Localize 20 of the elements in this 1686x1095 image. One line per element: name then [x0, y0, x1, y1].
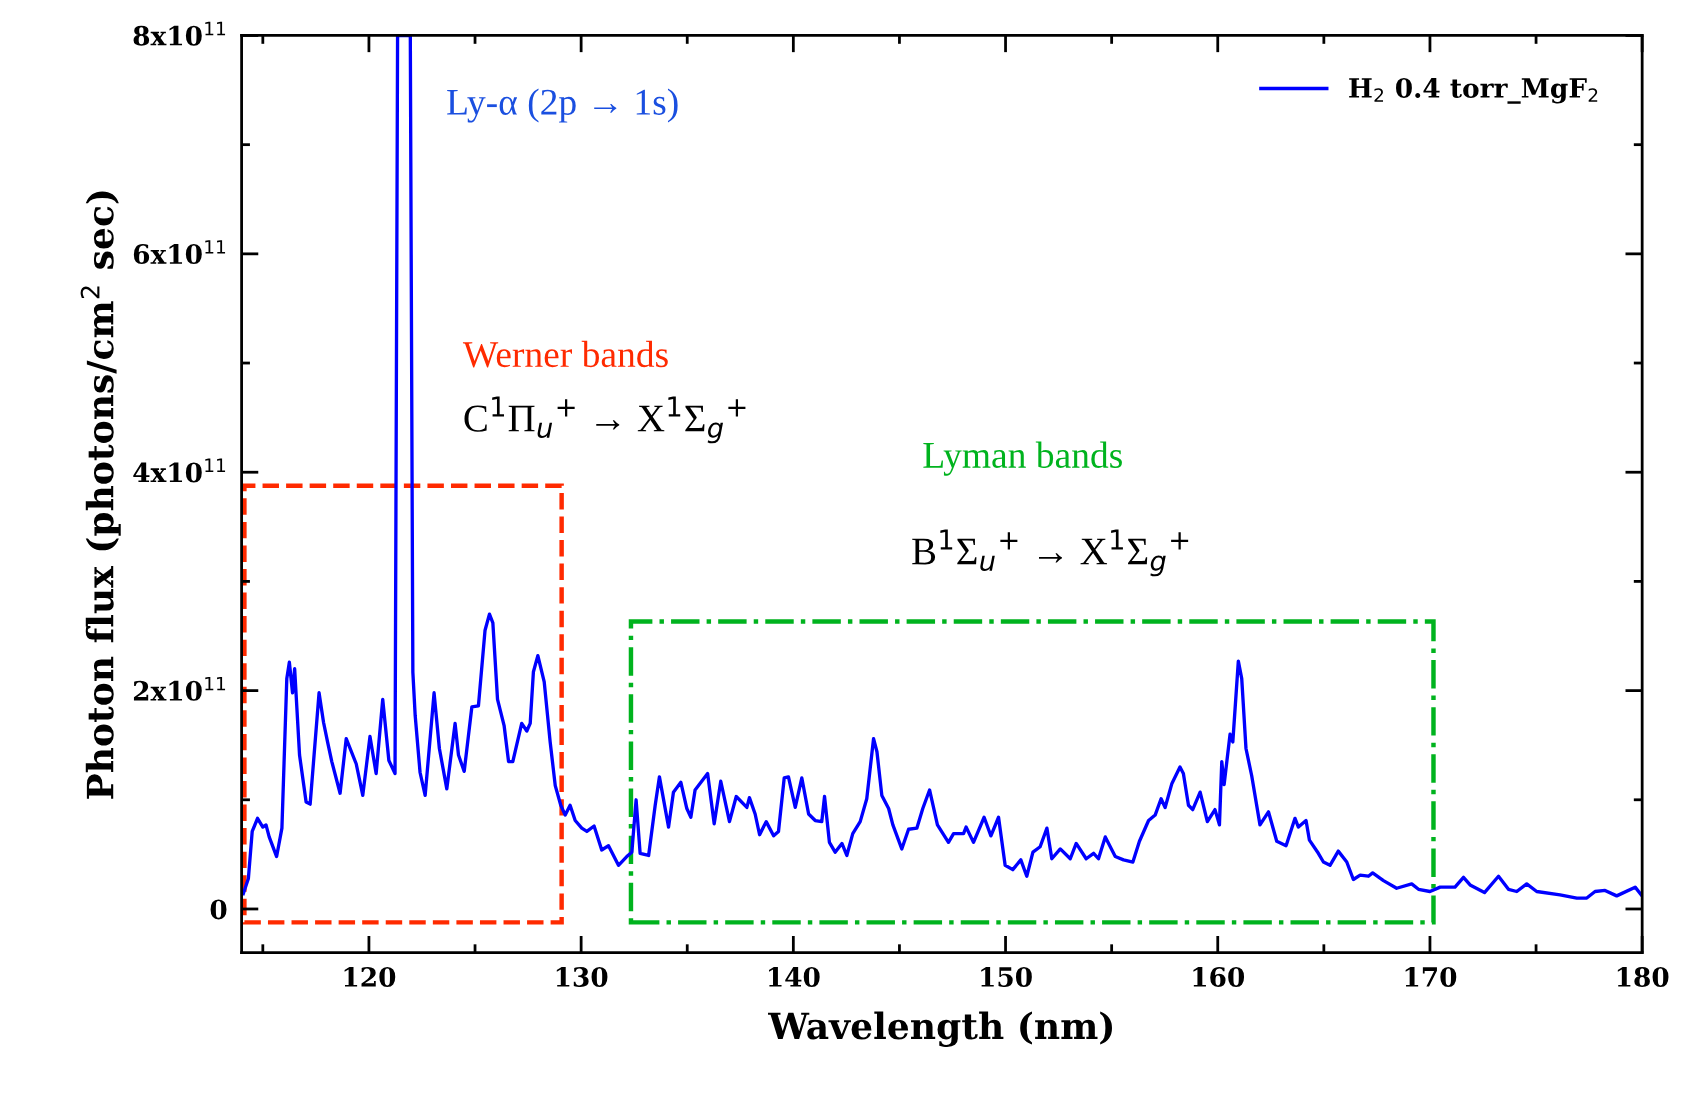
x-tick-label: 180: [1617, 967, 1669, 987]
annotation: Lyman bands: [923, 441, 1122, 476]
x-axis-title: Wavelength (nm): [768, 1011, 1112, 1047]
legend-label: H$_{2}$ 0.4 torr_MgF$_{2}$: [1349, 77, 1598, 104]
x-tick-label: 170: [1405, 967, 1457, 987]
y-axis-title: Photon flux (photons/cm$^{2}$ sec): [80, 191, 121, 799]
y-tick-label: 4x10$^{11}$: [133, 458, 226, 483]
text: B$^{1}$Σ$_{u}$$^{+}$ → X$^{1}$Σ$_{g}$$^{+}$: [912, 529, 1189, 577]
x-tick-label: 140: [769, 967, 820, 987]
y-tick-label: 6x10$^{11}$: [133, 240, 226, 265]
y-tick-label: 2x10$^{11}$: [133, 676, 226, 701]
annotation: Werner bands: [462, 340, 668, 368]
y-tick-label: 8x10$^{11}$: [133, 21, 226, 46]
x-tick-label: 120: [344, 967, 396, 987]
text: C$^{1}$Π$_{u}$$^{+}$ → X$^{1}$Σ$_{g}$$^{+}$: [464, 396, 746, 444]
x-tick-label: 160: [1193, 967, 1245, 987]
annotation: Ly-α (2p → 1s): [447, 88, 678, 123]
y-tick-label: 0: [210, 899, 227, 920]
x-tick-label: 150: [981, 967, 1032, 987]
x-tick-label: 130: [556, 967, 608, 987]
